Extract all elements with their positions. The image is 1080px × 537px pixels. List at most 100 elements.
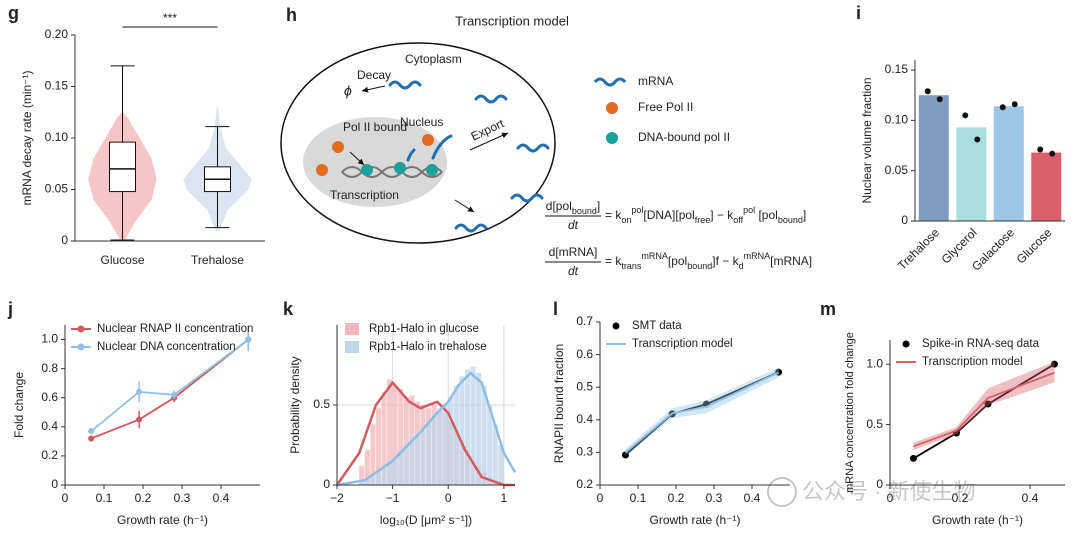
x-tick-label: 0 [887,491,894,505]
equation-part: d[mRNA] [549,245,598,259]
transcription-label: Transcription [330,188,399,202]
histogram-bar [359,465,365,485]
data-point [924,88,931,95]
histogram-bar [409,437,415,485]
equation-part: dt [568,264,579,278]
data-point [974,136,981,143]
equation-part: mRNA [641,251,668,261]
histogram-bar [359,481,365,485]
bar [1031,152,1062,221]
x-tick-label: −1 [386,491,400,505]
panel-letter: m [820,299,836,319]
histogram-bar [464,369,470,485]
cytoplasm-label: Cytoplasm [405,52,462,66]
confidence-band [913,361,1055,450]
chart-panel: k 0 0.5 −2 −1 0 1 Probability density log₁₀(D [μ… [283,299,517,527]
box [109,141,136,193]
significance-label: *** [163,11,177,25]
x-tick-label: 0.3 [174,491,191,505]
y-tick-label: 0.8 [41,361,58,375]
dna [341,166,443,178]
y-tick-label: 0.5 [866,417,883,431]
marker [621,451,629,459]
chart-panel: m 0 0.5 1.0 0 0.2 0.4 mRNA concentration fold c… [820,299,1065,527]
histogram-bar [381,465,387,485]
x-tick-label: 0.2 [135,491,152,505]
y-axis-label: Fold change [12,372,26,438]
equation-denominator: dt [568,264,579,278]
legend-label: Transcription model [922,356,1023,368]
y-tick-label: 0.15 [45,79,69,93]
decay-label: Decay [357,68,391,82]
equation-part: [mRNA] [770,254,812,268]
series-line [912,363,1055,460]
y-tick-label: 0.4 [41,419,58,433]
plot-area [88,327,252,442]
y-tick-label: 0 [61,233,68,247]
x-tick-label: 0.2 [952,491,969,505]
data-point [999,104,1006,111]
legend-swatch [902,340,910,348]
y-tick-label: 0.10 [45,130,69,144]
x-tick-label: 1 [501,491,508,505]
equation-part: = k [605,208,622,222]
y-axis-label: Probability density [288,356,302,453]
legend-label: SMT data [632,320,682,332]
plot-area [335,366,517,487]
y-tick-label: 0.2 [41,448,58,462]
y-axis-label: mRNA concentration fold change [844,332,856,493]
x-tick-label: 0.4 [1022,491,1039,505]
marker [88,435,95,442]
plot-area [88,65,252,241]
histogram-bar [487,405,493,485]
binding-arrow [349,151,365,166]
equation-part: [pol [755,208,778,222]
x-tick-label: Glucose [100,253,144,267]
x-axis-label: Growth rate (h⁻¹) [932,513,1023,527]
y-tick-label: 0.20 [45,27,69,41]
equation-part: trans [621,261,642,271]
equation-part: off [733,215,743,225]
plot-area [918,88,1062,221]
bar [956,127,987,221]
chart-panel: j 0 0.2 0.4 0.6 0.8 1.0 0 0.1 0.2 0.3 0.4 Fold chang… [7,299,260,527]
panel-letter: k [283,299,294,319]
nucleus-label: Nucleus [400,115,443,129]
histogram-bar [364,449,370,485]
data-point [962,112,969,119]
equation-part: free [695,215,711,225]
x-tick-label: Trehalose [895,225,943,273]
pol-bound-label: Pol II bound [343,120,407,134]
marker [984,400,992,408]
x-axis-label: Growth rate (h⁻¹) [649,513,740,527]
panel-letter: g [8,3,19,23]
data-point [936,96,943,103]
y-tick-label: 0.6 [576,347,593,361]
series-line [913,371,1055,448]
legend-label: Rpb1-Halo in trehalose [369,341,487,353]
legend-swatch [606,132,618,144]
y-tick-label: 0.5 [313,397,330,411]
histogram-bar [437,408,443,485]
histogram-bar [426,421,432,485]
y-tick-label: 0.05 [885,163,909,177]
histogram-bar [398,389,404,485]
marker [136,388,143,395]
histogram-bar [392,385,398,485]
histogram-bar [370,424,376,485]
y-tick-label: 0.2 [576,477,593,491]
legend-label: Transcription model [632,338,733,350]
y-tick-label: 0 [323,477,330,491]
y-axis-label: mRNA decay rate (min⁻¹) [20,70,34,205]
watermark-text: 公众号 · 新使生物 [802,479,976,504]
equation-part: ] − k [710,208,734,222]
histogram-bar [470,366,476,485]
equation-part: mRNA [744,251,771,261]
x-tick-label: 0.1 [96,491,113,505]
histogram-bar [375,472,381,485]
watermark: 公众号 · 新使生物 [767,477,976,507]
y-tick-label: 0.5 [576,379,593,393]
diagram-title: Transcription model [455,13,569,28]
equation-part: pol [743,205,755,215]
y-tick-label: 1.0 [866,356,883,370]
